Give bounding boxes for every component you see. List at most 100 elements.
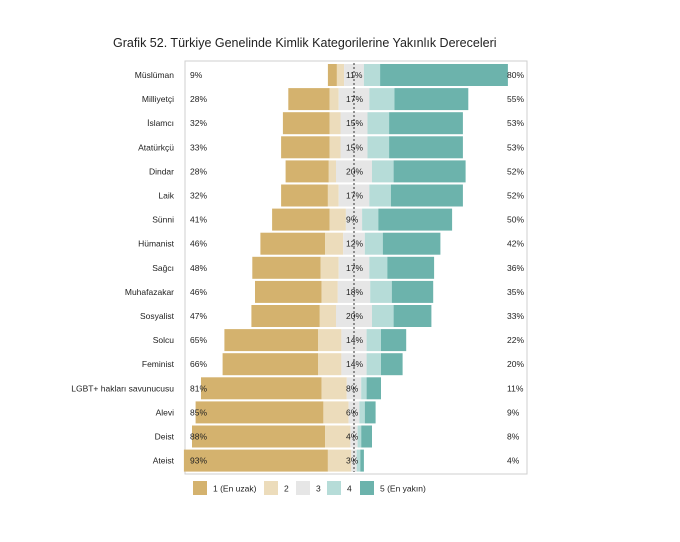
bar-alevi-level-5	[364, 401, 376, 424]
bar-ateist-level-4	[356, 449, 361, 472]
bar-solcu-level-4	[366, 329, 381, 352]
bar-ataturkcu-level-4	[367, 136, 390, 159]
middle-pct-label: 20%	[346, 166, 363, 176]
left-pct-label: 28%	[190, 166, 207, 176]
left-pct-label: 88%	[190, 432, 207, 442]
bar-sagci-level-2	[320, 256, 339, 279]
middle-pct-label: 17%	[346, 263, 363, 273]
bar-sosyalist-level-1	[251, 305, 320, 327]
middle-pct-label: 17%	[346, 94, 363, 104]
bar-milliyetci-level-2	[329, 88, 339, 111]
right-pct-label: 52%	[507, 166, 524, 176]
bar-milliyetci-level-4	[369, 88, 395, 111]
bar-sagci-level-4	[369, 256, 388, 279]
middle-pct-label: 15%	[346, 142, 363, 152]
category-label: Solcu	[153, 335, 175, 345]
right-pct-label: 22%	[507, 335, 524, 345]
middle-pct-label: 8%	[346, 383, 359, 393]
right-pct-label: 8%	[507, 432, 520, 442]
right-pct-label: 11%	[507, 383, 524, 393]
bar-sagci-level-1	[252, 256, 321, 279]
middle-pct-label: 11%	[346, 70, 363, 80]
bar-feminist-level-1	[222, 353, 318, 376]
bar-ateist-level-5	[360, 449, 364, 472]
legend: 1 (En uzak) 2 3 4 5 (En yakın)	[193, 481, 426, 495]
bar-dindar-level-4	[372, 160, 394, 183]
legend-label-level-1: 1 (En uzak)	[213, 484, 257, 494]
bar-lgbtplus-haklari-savunucusu-level-1	[201, 377, 322, 400]
legend-swatch-level-2	[264, 481, 278, 495]
bar-sosyalist-level-4	[372, 305, 394, 327]
middle-pct-label: 9%	[346, 215, 359, 225]
chart-title: Grafik 52. Türkiye Genelinde Kimlik Kate…	[113, 36, 497, 50]
category-label: Sağcı	[152, 263, 174, 273]
middle-pct-label: 15%	[346, 118, 363, 128]
left-pct-label: 46%	[190, 239, 207, 249]
bar-muhafazakar-level-5	[391, 280, 434, 303]
bar-musluman-level-5	[380, 64, 508, 86]
category-label: Feminist	[142, 359, 175, 369]
middle-pct-label: 12%	[346, 239, 363, 249]
bar-humanist-level-1	[260, 232, 326, 255]
middle-pct-label: 3%	[346, 456, 359, 466]
plot-frame	[184, 60, 528, 475]
right-pct-label: 33%	[507, 311, 524, 321]
bar-lgbtplus-haklari-savunucusu-level-2	[321, 377, 347, 400]
left-pct-label: 48%	[190, 263, 207, 273]
right-pct-label: 42%	[507, 239, 524, 249]
bar-muhafazakar-level-2	[321, 280, 338, 303]
right-pct-label: 36%	[507, 263, 524, 273]
category-label: Deist	[155, 432, 175, 442]
bar-islamci-level-4	[367, 112, 390, 135]
category-label: Muhafazakar	[125, 287, 174, 297]
category-label: İslamcı	[147, 118, 174, 128]
category-label: Alevi	[156, 407, 175, 417]
left-pct-label: 81%	[190, 383, 207, 393]
bar-lgbtplus-haklari-savunucusu-level-5	[366, 377, 381, 400]
bar-ateist-level-1	[183, 449, 328, 472]
bar-humanist-level-2	[325, 232, 344, 255]
legend-swatch-level-4	[327, 481, 341, 495]
bar-milliyetci-level-1	[288, 88, 330, 111]
bar-dindar-level-2	[328, 160, 336, 183]
bar-laik-level-4	[369, 184, 391, 207]
right-pct-label: 20%	[507, 359, 524, 369]
left-pct-label: 41%	[190, 215, 207, 225]
bar-islamci-level-2	[329, 112, 341, 135]
left-pct-label: 33%	[190, 142, 207, 152]
bar-ataturkcu-level-1	[281, 136, 330, 159]
right-pct-label: 80%	[507, 70, 524, 80]
right-pct-label: 4%	[507, 456, 520, 466]
bar-laik-level-1	[281, 184, 328, 207]
bar-humanist-level-5	[382, 232, 441, 255]
bar-sosyalist-level-2	[319, 305, 336, 327]
bar-feminist-level-2	[318, 353, 342, 376]
bar-feminist-level-5	[381, 353, 403, 376]
left-pct-label: 93%	[190, 456, 207, 466]
left-pct-label: 32%	[190, 191, 207, 201]
bar-feminist-level-4	[366, 353, 381, 376]
bar-alevi-level-4	[359, 401, 365, 424]
bar-deist-level-5	[361, 425, 372, 448]
bar-sosyalist-level-5	[393, 305, 432, 327]
bar-islamci-level-5	[389, 112, 463, 135]
bar-deist-level-1	[192, 425, 326, 448]
category-label: Atatürkçü	[138, 142, 174, 152]
bar-milliyetci-level-5	[394, 88, 469, 111]
bar-musluman-level-4	[363, 64, 381, 86]
right-pct-label: 52%	[507, 191, 524, 201]
bar-deist-level-4	[357, 425, 362, 448]
bar-deist-level-2	[325, 425, 351, 448]
right-pct-label: 53%	[507, 142, 524, 152]
bar-alevi-level-2	[323, 401, 349, 424]
category-label: Sünni	[152, 215, 174, 225]
middle-pct-label: 6%	[346, 407, 359, 417]
bar-laik-level-5	[390, 184, 463, 207]
bar-sunni-level-2	[329, 208, 346, 231]
left-pct-label: 28%	[190, 94, 207, 104]
left-pct-label: 46%	[190, 287, 207, 297]
legend-label-level-3: 3	[316, 484, 321, 494]
bar-dindar-level-1	[285, 160, 329, 183]
left-pct-label: 47%	[190, 311, 207, 321]
